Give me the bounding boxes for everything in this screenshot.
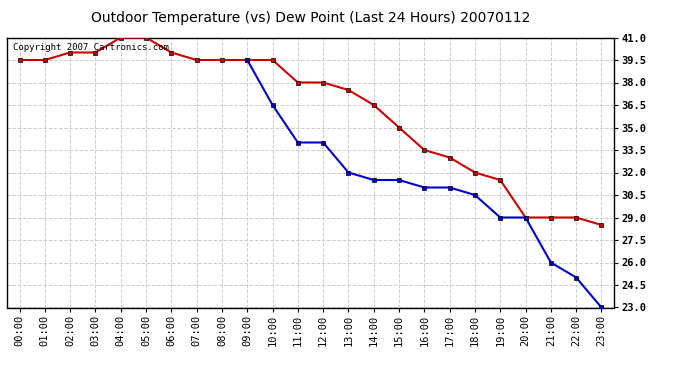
Text: Outdoor Temperature (vs) Dew Point (Last 24 Hours) 20070112: Outdoor Temperature (vs) Dew Point (Last… [91,11,530,25]
Text: Copyright 2007 Cartronics.com: Copyright 2007 Cartronics.com [13,43,169,52]
